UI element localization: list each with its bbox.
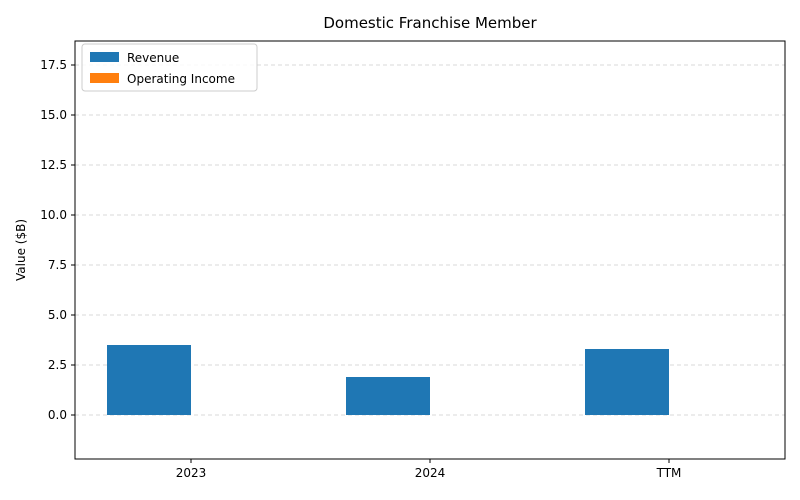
x-tick-label: 2023 <box>176 466 207 480</box>
legend: Revenue Operating Income <box>81 43 258 92</box>
y-axis: 0.0 2.5 5.0 7.5 10.0 12.5 15.0 17.5 <box>40 58 75 422</box>
bar-revenue-2024 <box>346 377 430 415</box>
y-tick-label: 5.0 <box>48 308 67 322</box>
chart-title: Domestic Franchise Member <box>323 14 537 32</box>
x-axis: 2023 2024 TTM <box>176 459 682 480</box>
y-tick-label: 17.5 <box>40 58 67 72</box>
y-tick-label: 15.0 <box>40 108 67 122</box>
x-tick-label: TTM <box>656 466 682 480</box>
y-axis-title: Value ($B) <box>14 219 28 281</box>
x-tick-label: 2024 <box>415 466 446 480</box>
legend-box <box>81 43 258 92</box>
bar-revenue-ttm <box>585 349 669 415</box>
bars <box>107 345 753 416</box>
legend-swatch <box>90 52 119 62</box>
legend-swatch <box>90 73 119 83</box>
y-tick-label: 10.0 <box>40 208 67 222</box>
legend-label: Revenue <box>127 51 179 65</box>
y-tick-label: 2.5 <box>48 358 67 372</box>
y-tick-label: 12.5 <box>40 158 67 172</box>
y-tick-label: 0.0 <box>48 408 67 422</box>
y-tick-label: 7.5 <box>48 258 67 272</box>
bar-revenue-2023 <box>107 345 191 415</box>
legend-label: Operating Income <box>127 72 235 86</box>
